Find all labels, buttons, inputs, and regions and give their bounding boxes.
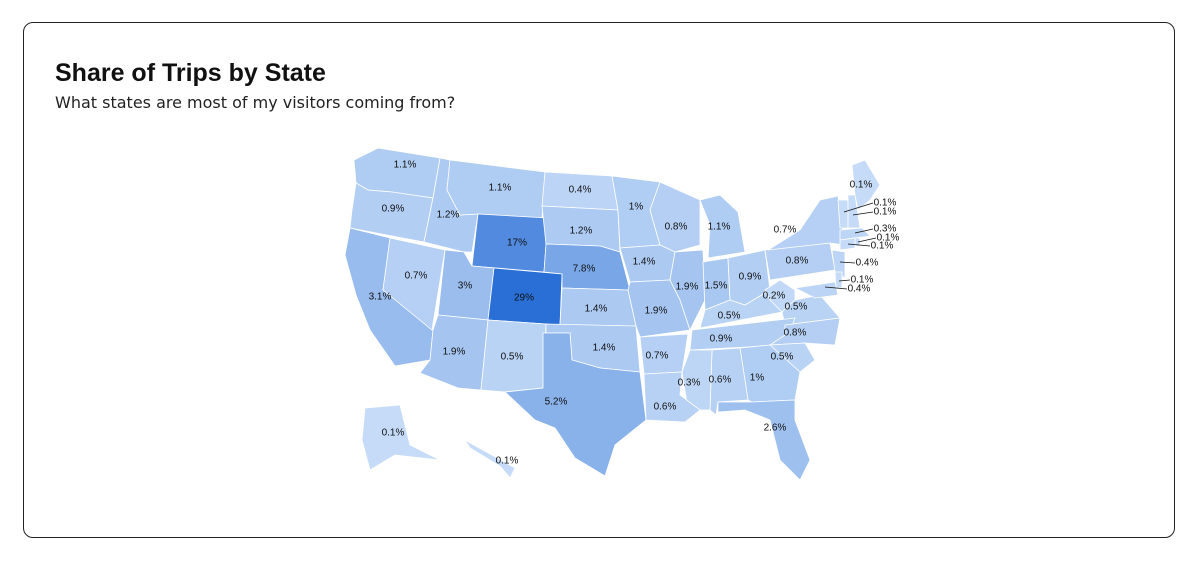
value-label: 0.1% bbox=[871, 241, 894, 252]
state bbox=[382, 237, 446, 331]
value-label: 29% bbox=[514, 293, 534, 304]
leader-line bbox=[843, 202, 874, 213]
leader-line bbox=[838, 279, 851, 282]
value-label: 0.9% bbox=[382, 204, 405, 215]
leader-line bbox=[852, 211, 874, 216]
state bbox=[793, 281, 839, 299]
leader-line bbox=[857, 237, 877, 243]
value-label: 0.1% bbox=[382, 428, 405, 439]
value-label: 0.7% bbox=[774, 225, 797, 236]
value-label: 1.9% bbox=[443, 347, 466, 358]
value-label: 0.6% bbox=[709, 375, 732, 386]
value-label: 1.4% bbox=[585, 304, 608, 315]
value-label: 0.2% bbox=[763, 291, 786, 302]
value-label: 1.5% bbox=[705, 281, 728, 292]
state bbox=[831, 249, 846, 279]
value-label: 0.7% bbox=[646, 351, 669, 362]
value-label: 0.1% bbox=[496, 456, 519, 467]
value-label: 0.3% bbox=[874, 224, 897, 235]
state bbox=[361, 404, 441, 471]
value-label: 0.8% bbox=[665, 222, 688, 233]
value-label: 1.2% bbox=[437, 210, 460, 221]
value-label: 0.9% bbox=[710, 334, 733, 345]
value-label: 7.8% bbox=[573, 264, 596, 275]
state bbox=[837, 199, 849, 229]
state bbox=[464, 439, 516, 479]
value-label: 0.1% bbox=[874, 207, 897, 218]
leader-line bbox=[839, 261, 856, 264]
value-label: 1% bbox=[750, 373, 765, 384]
value-label: 3% bbox=[458, 281, 473, 292]
value-label: 1.4% bbox=[633, 257, 656, 268]
value-label: 3.1% bbox=[369, 292, 392, 303]
state bbox=[669, 249, 706, 332]
value-label: 1.1% bbox=[489, 183, 512, 194]
value-label: 1.1% bbox=[708, 222, 731, 233]
value-label: 0.6% bbox=[654, 402, 677, 413]
value-label: 0.1% bbox=[850, 180, 873, 191]
value-label: 0.5% bbox=[501, 352, 524, 363]
value-label: 1.9% bbox=[645, 306, 668, 317]
title: Share of Trips by State bbox=[55, 59, 326, 87]
value-label: 1.9% bbox=[676, 282, 699, 293]
value-label: 0.8% bbox=[786, 256, 809, 267]
leader-line bbox=[847, 243, 871, 247]
value-label: 5.2% bbox=[545, 397, 568, 408]
value-label: 0.9% bbox=[739, 272, 762, 283]
value-label: 0.4% bbox=[569, 185, 592, 196]
state bbox=[504, 332, 647, 477]
state bbox=[767, 195, 846, 251]
value-label: 0.1% bbox=[851, 275, 874, 286]
value-label: 1.1% bbox=[394, 160, 417, 171]
state bbox=[839, 237, 856, 251]
value-label: 1.2% bbox=[570, 226, 593, 237]
value-label: 2.6% bbox=[764, 423, 787, 434]
state bbox=[699, 194, 746, 259]
value-label: 0.5% bbox=[771, 352, 794, 363]
value-label: 0.3% bbox=[678, 378, 701, 389]
value-label: 0.7% bbox=[405, 271, 428, 282]
state bbox=[643, 371, 701, 423]
card: Share of Trips by State What states are … bbox=[23, 22, 1175, 538]
value-label: 0.5% bbox=[785, 302, 808, 313]
state bbox=[717, 399, 811, 481]
value-label: 0.8% bbox=[784, 328, 807, 339]
state bbox=[834, 271, 843, 289]
value-label: 0.1% bbox=[874, 198, 897, 209]
value-label: 0.5% bbox=[718, 311, 741, 322]
value-label: 1% bbox=[629, 202, 644, 213]
value-label: 17% bbox=[507, 238, 527, 249]
value-label: 1.4% bbox=[593, 343, 616, 354]
value-label: 0.4% bbox=[856, 258, 879, 269]
leader-line bbox=[854, 228, 874, 234]
value-label: 0.4% bbox=[848, 284, 871, 295]
leader-line bbox=[824, 286, 848, 290]
subtitle: What states are most of my visitors comi… bbox=[55, 93, 456, 112]
value-label: 0.1% bbox=[877, 233, 900, 244]
